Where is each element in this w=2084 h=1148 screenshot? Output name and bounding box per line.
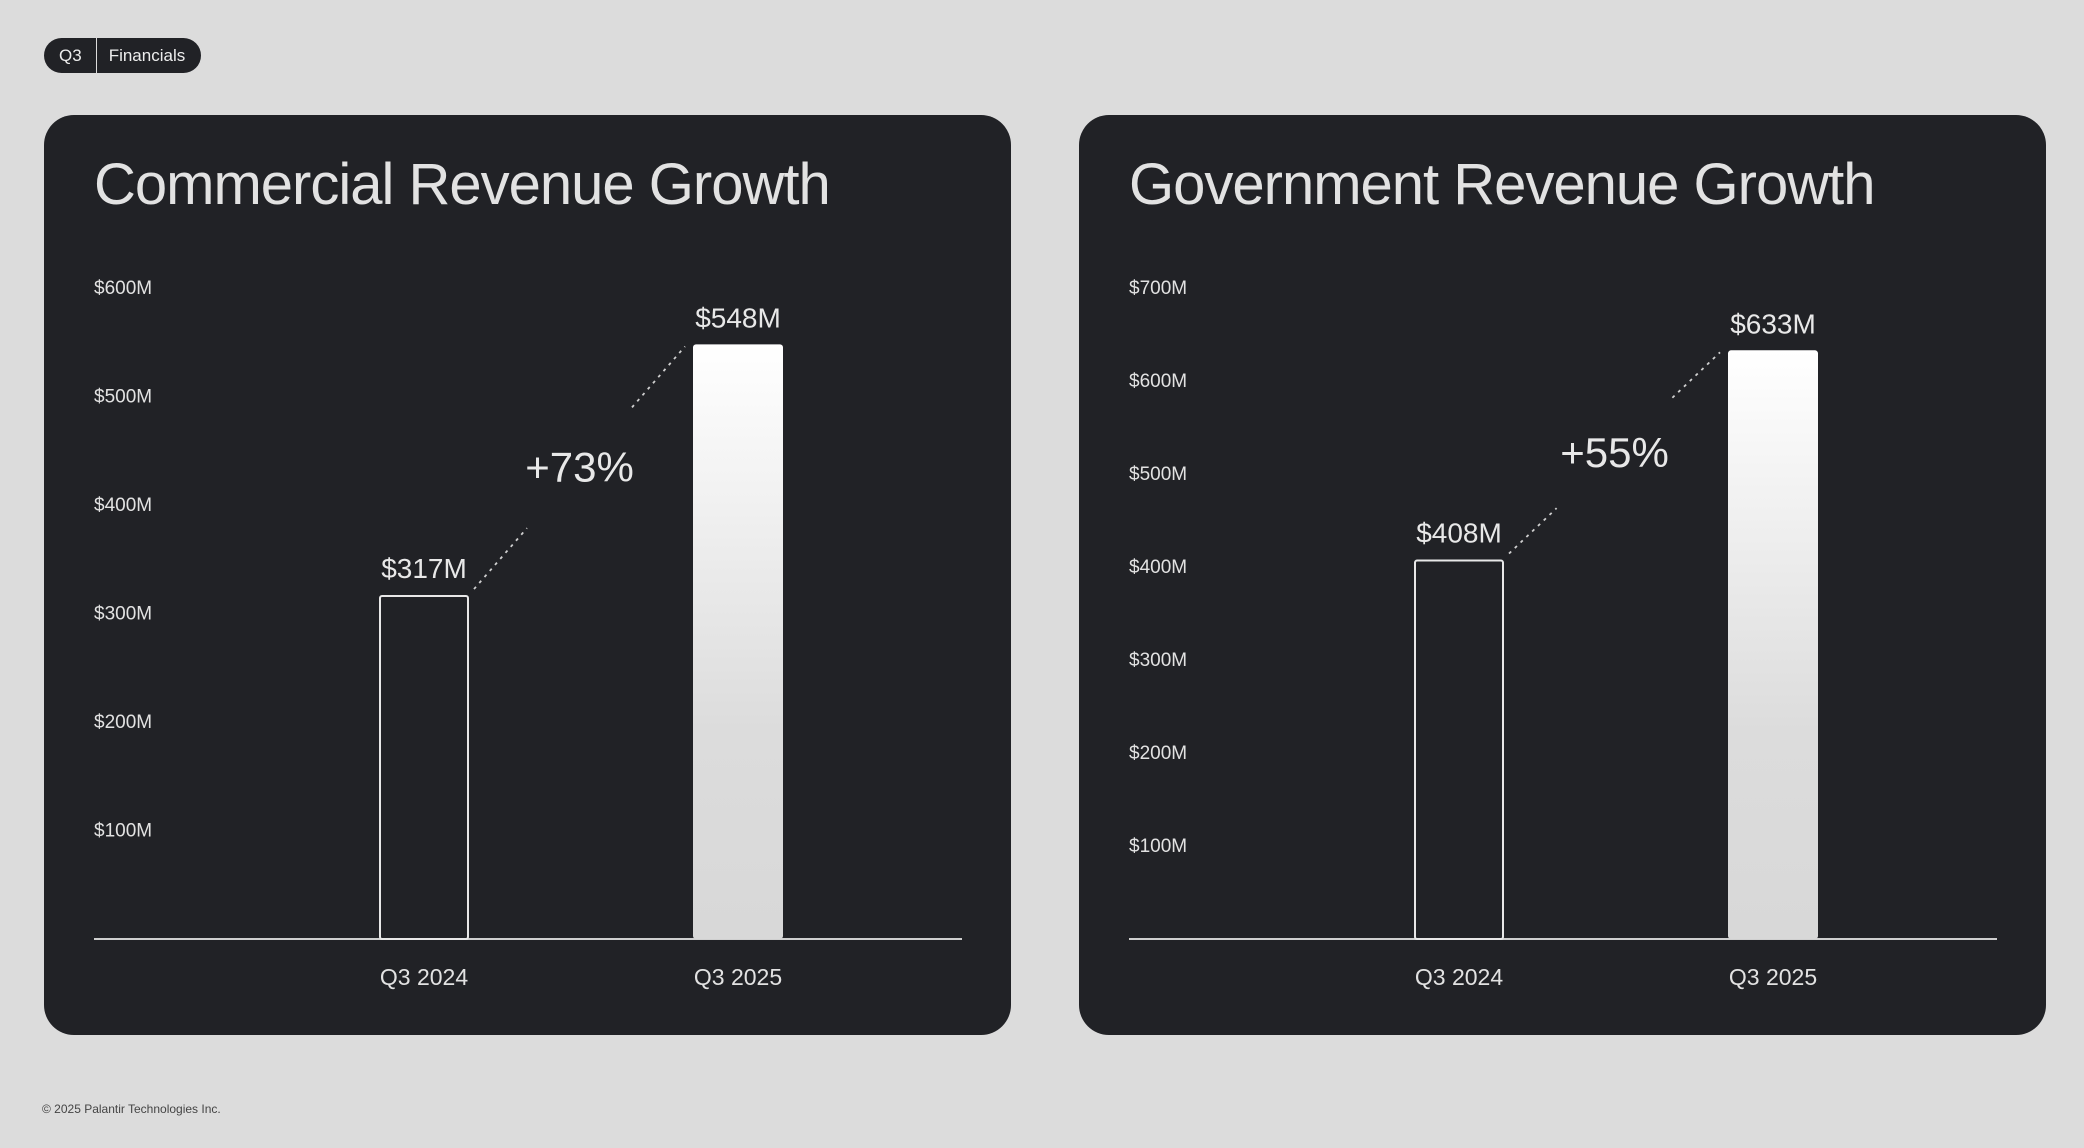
y-tick-label: $100M — [94, 821, 152, 842]
section-tag: Financials — [108, 45, 186, 65]
y-tick-label: $200M — [1129, 743, 1187, 764]
y-tick-label: $200M — [94, 712, 152, 733]
y-tick-label: $300M — [94, 604, 152, 625]
chart-title: Commercial Revenue Growth — [94, 152, 831, 217]
chart-title: Government Revenue Growth — [1129, 152, 1875, 217]
growth-percentage-label: +73% — [525, 444, 634, 491]
government-revenue-panel: Government Revenue Growth $100M $200M $300… — [1079, 115, 2046, 1035]
growth-connector-upper — [631, 345, 686, 408]
copyright-footer: © 2025 Palantir Technologies Inc. — [42, 1102, 221, 1116]
bar-q3-2025 — [693, 344, 783, 939]
government-revenue-chart: $100M $200M $300M $400M $500M $600M $700M $408M… — [1129, 278, 1997, 990]
quarter-tag: Q3 — [44, 38, 97, 73]
growth-connector-lower — [473, 527, 528, 590]
bar-q3-2024 — [1414, 559, 1504, 940]
x-tick-label: Q3 2025 — [694, 964, 782, 990]
y-tick-label: $300M — [1129, 650, 1187, 671]
y-tick-label: $500M — [94, 387, 152, 408]
y-tick-label: $600M — [1129, 371, 1187, 392]
y-tick-label: $400M — [1129, 557, 1187, 578]
bar-value-label: $633M — [1730, 308, 1816, 339]
y-tick-label: $500M — [1129, 464, 1187, 485]
growth-connector-lower — [1508, 507, 1558, 555]
bar-value-label: $408M — [1416, 518, 1502, 549]
commercial-revenue-panel: Commercial Revenue Growth $100M $200M $300… — [44, 115, 1011, 1035]
y-tick-label: $100M — [1129, 836, 1187, 857]
section-pill: Q3 Financials — [44, 38, 202, 73]
growth-connector-upper — [1671, 351, 1721, 399]
x-tick-label: Q3 2024 — [380, 964, 468, 990]
commercial-revenue-chart: $100M $200M $300M $400M $500M $600M $317M Q3 20… — [94, 278, 962, 990]
y-tick-label: $400M — [94, 495, 152, 516]
x-tick-label: Q3 2024 — [1415, 964, 1503, 990]
y-tick-label: $600M — [94, 278, 152, 299]
bar-q3-2024 — [379, 595, 469, 940]
bar-value-label: $317M — [381, 553, 467, 584]
bar-q3-2025 — [1728, 350, 1818, 939]
y-tick-label: $700M — [1129, 278, 1187, 299]
bar-value-label: $548M — [695, 302, 781, 333]
x-tick-label: Q3 2025 — [1729, 964, 1817, 990]
growth-percentage-label: +55% — [1560, 429, 1669, 476]
